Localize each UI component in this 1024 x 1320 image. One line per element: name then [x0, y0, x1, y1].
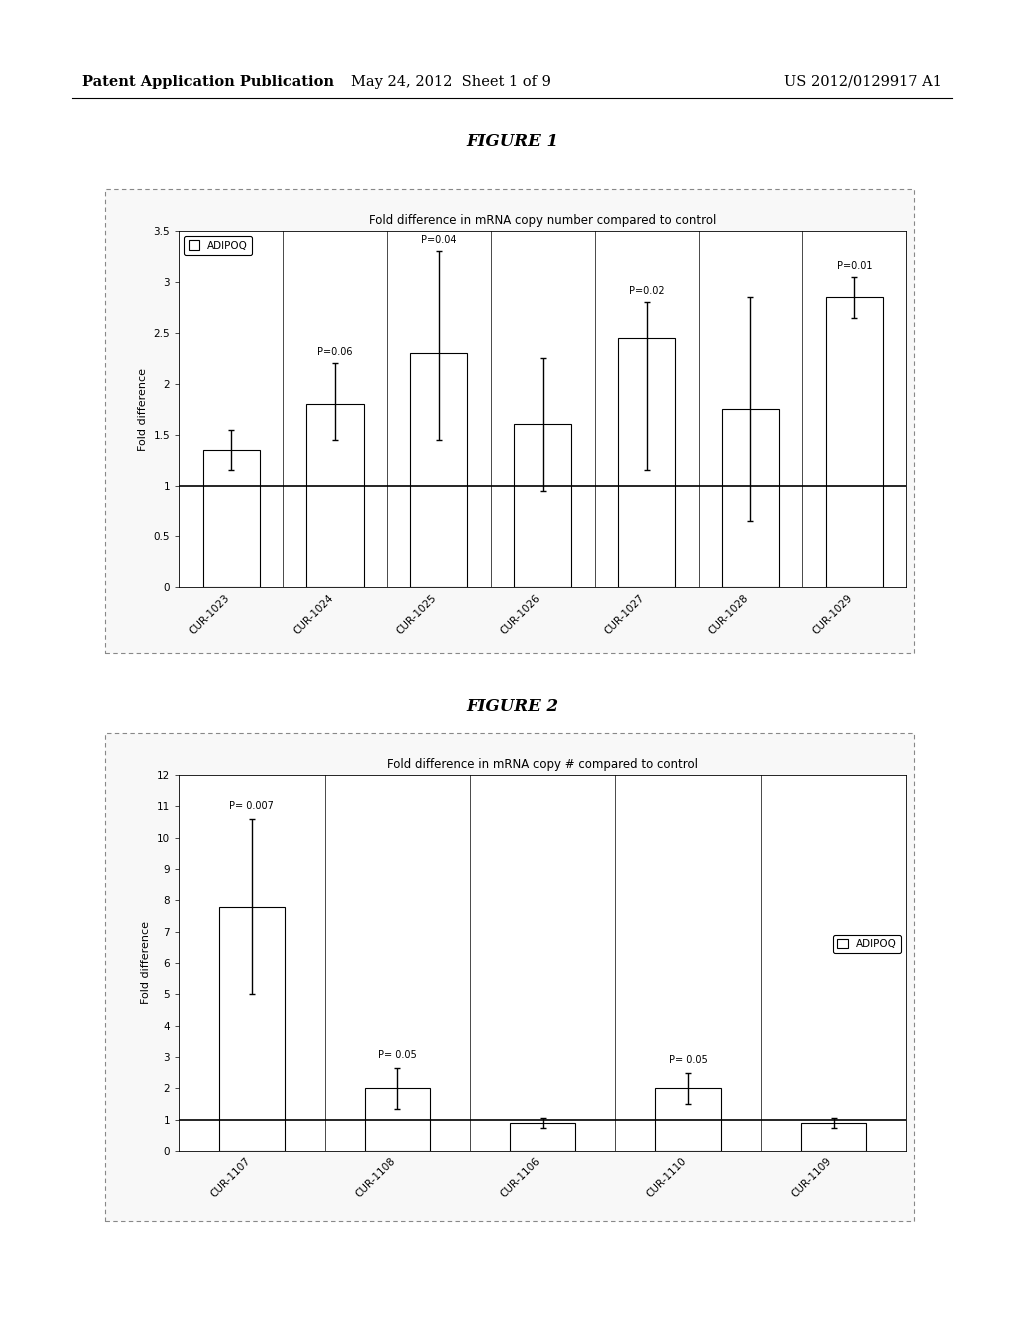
Bar	[722, 409, 779, 587]
Bar	[801, 1123, 866, 1151]
Text: P=0.01: P=0.01	[837, 261, 872, 271]
Bar	[510, 1123, 575, 1151]
Legend: ADIPOQ: ADIPOQ	[834, 935, 901, 953]
Text: P=0.06: P=0.06	[317, 347, 352, 358]
Bar	[203, 450, 260, 587]
Text: FIGURE 2: FIGURE 2	[466, 698, 558, 714]
Text: Patent Application Publication: Patent Application Publication	[82, 75, 334, 88]
Title: Fold difference in mRNA copy # compared to control: Fold difference in mRNA copy # compared …	[387, 758, 698, 771]
Text: P=0.02: P=0.02	[629, 286, 665, 296]
Bar	[306, 404, 364, 587]
Text: P=0.04: P=0.04	[421, 235, 457, 246]
Title: Fold difference in mRNA copy number compared to control: Fold difference in mRNA copy number comp…	[369, 214, 717, 227]
Bar	[219, 907, 285, 1151]
Y-axis label: Fold difference: Fold difference	[138, 368, 148, 450]
Bar	[655, 1088, 721, 1151]
Bar	[618, 338, 675, 587]
Bar	[514, 425, 571, 587]
Y-axis label: Fold difference: Fold difference	[141, 921, 152, 1005]
Legend: ADIPOQ: ADIPOQ	[184, 236, 252, 255]
Bar	[411, 354, 467, 587]
Bar	[825, 297, 883, 587]
Text: P= 0.05: P= 0.05	[669, 1055, 708, 1065]
Text: US 2012/0129917 A1: US 2012/0129917 A1	[784, 75, 942, 88]
Text: P= 0.05: P= 0.05	[378, 1051, 417, 1060]
Text: FIGURE 1: FIGURE 1	[466, 133, 558, 149]
Bar	[365, 1088, 430, 1151]
Text: May 24, 2012  Sheet 1 of 9: May 24, 2012 Sheet 1 of 9	[350, 75, 551, 88]
Text: P= 0.007: P= 0.007	[229, 801, 274, 810]
